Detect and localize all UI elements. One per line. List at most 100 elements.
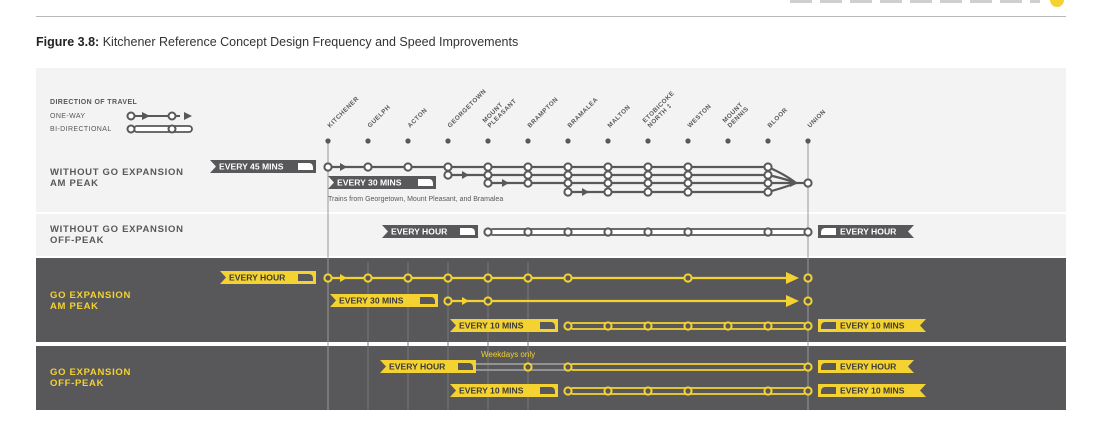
row-label-without-off-line2: OFF-PEAK (50, 235, 104, 246)
row-label-go-off-line2: OFF-PEAK (50, 378, 104, 389)
row-label-go-off-line1: GO EXPANSION (50, 367, 131, 378)
flag-every-10-mins-go-off-right: EVERY 10 MINS (818, 384, 926, 397)
stop-circle (443, 273, 453, 283)
station-dot (485, 138, 491, 144)
stop-circle (603, 187, 613, 197)
flag-every-10-mins-go-off-right-text: EVERY 10 MINS (840, 386, 905, 396)
sun-icon (1050, 0, 1064, 7)
stop-circle (763, 187, 773, 197)
terminal-circle (803, 296, 813, 306)
weekdays-only-note: Weekdays only (481, 350, 535, 359)
stop-circle (723, 321, 733, 331)
legend-bi-directional-symbol (126, 124, 193, 134)
stop-circle (563, 187, 573, 197)
station-dot (565, 138, 571, 144)
stop-circle (443, 162, 453, 172)
stop-circle (643, 162, 653, 172)
stop-circle (763, 170, 773, 180)
stop-circle (643, 187, 653, 197)
terminal-circle (803, 178, 813, 188)
station-dot (525, 138, 531, 144)
flag-every-30-mins-go-text: EVERY 30 MINS (339, 296, 404, 306)
train-icon (540, 387, 555, 394)
flag-every-45-mins: EVERY 45 MINS (210, 160, 316, 173)
flag-every-45-mins-text: EVERY 45 MINS (219, 162, 284, 172)
trains-note: Trains from Georgetown, Mount Pleasant, … (328, 196, 503, 203)
flag-every-hour-go-off-left: EVERY HOUR (380, 360, 476, 373)
stop-circle (563, 170, 573, 180)
terminal-circle (803, 273, 813, 283)
row-label-without-off-line1: WITHOUT GO EXPANSION (50, 224, 184, 235)
without-am-arrows (340, 163, 798, 196)
stop-circle (483, 227, 493, 237)
flag-every-hour-go-am-text: EVERY HOUR (229, 273, 286, 283)
stop-circle (483, 170, 493, 180)
flag-every-hour-go-off-right-text: EVERY HOUR (840, 362, 897, 372)
without-am-stops (323, 162, 813, 197)
station-dot (725, 138, 731, 144)
row-label-without-am-line2: AM PEAK (50, 178, 99, 189)
stop-circle (603, 162, 613, 172)
row-label-go-am-line1: GO EXPANSION (50, 290, 131, 301)
stop-circle (523, 227, 533, 237)
stop-circle (643, 227, 653, 237)
stop-circle (443, 296, 453, 306)
flag-every-10-mins-go-am-right-text: EVERY 10 MINS (840, 321, 905, 331)
station-dot (805, 138, 811, 144)
stop-circle (643, 386, 653, 396)
station-dots (325, 138, 811, 144)
stop-circle (483, 178, 493, 188)
stop-circle (483, 162, 493, 172)
figure-label: Figure 3.8: (36, 35, 100, 49)
stop-circle (443, 170, 453, 180)
stop-circle (683, 273, 693, 283)
stop-circle (563, 227, 573, 237)
station-dot (605, 138, 611, 144)
without-off-stops (483, 227, 813, 237)
legend-title: DIRECTION OF TRAVEL (50, 99, 138, 106)
stop-circle (643, 321, 653, 331)
station-dot (445, 138, 451, 144)
terminal-circle (803, 386, 813, 396)
stop-circle (603, 321, 613, 331)
stop-circle (603, 227, 613, 237)
station-dot (765, 138, 771, 144)
figure-title: Figure 3.8: Kitchener Reference Concept … (36, 35, 518, 49)
train-icon (460, 228, 475, 235)
flag-every-30-mins-go: EVERY 30 MINS (330, 294, 438, 307)
stop-circle (603, 170, 613, 180)
train-icon (420, 297, 435, 304)
stop-circle (563, 162, 573, 172)
stop-circle (763, 227, 773, 237)
train-icon (298, 163, 313, 170)
flag-every-hour-go-off-right: EVERY HOUR (818, 360, 914, 373)
go-am-arrows (340, 272, 799, 307)
service-flags: EVERY 45 MINS EVERY 30 MINS EVERY HOUR EVER… (210, 160, 926, 397)
stop-circle (523, 362, 533, 372)
train-icon (298, 274, 313, 281)
header-decoration (790, 0, 1040, 3)
stop-circle (563, 386, 573, 396)
legend-bi-directional: BI-DIRECTIONAL (50, 126, 112, 133)
stop-circle (603, 178, 613, 188)
panel-without-am (36, 68, 1066, 212)
train-icon (821, 387, 836, 394)
stop-circle (683, 178, 693, 188)
train-icon (821, 363, 836, 370)
stop-circle (683, 170, 693, 180)
stop-circle (323, 162, 333, 172)
flag-every-hour-without-right: EVERY HOUR (818, 225, 914, 238)
flag-every-10-mins-go-off-left: EVERY 10 MINS (450, 384, 558, 397)
stop-circle (483, 296, 493, 306)
flag-every-10-mins-go-am-left: EVERY 10 MINS (450, 319, 558, 332)
stop-circle (683, 321, 693, 331)
station-dot (405, 138, 411, 144)
stop-circle (683, 187, 693, 197)
stop-circle (403, 162, 413, 172)
station-dot (685, 138, 691, 144)
flag-every-hour-without-left: EVERY HOUR (382, 225, 478, 238)
stop-circle (683, 227, 693, 237)
flag-every-hour-without-left-text: EVERY HOUR (391, 227, 448, 237)
flag-every-hour-without-right-text: EVERY HOUR (840, 227, 897, 237)
